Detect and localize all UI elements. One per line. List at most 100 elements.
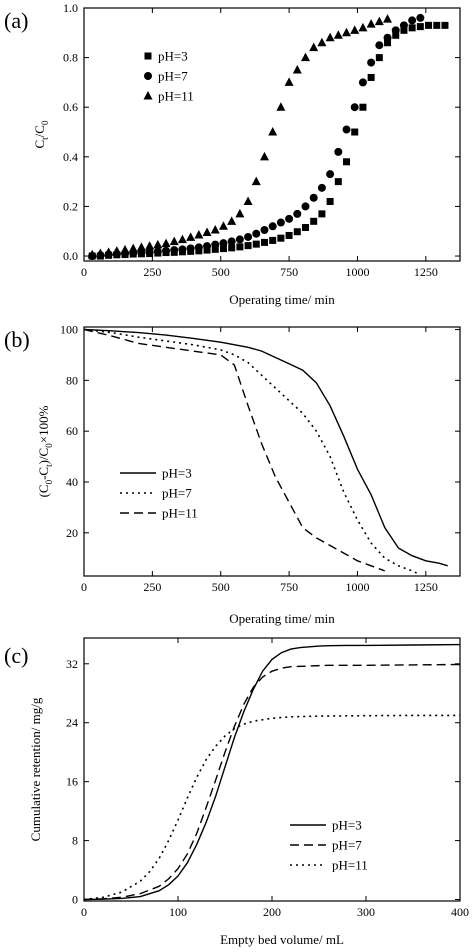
legend-entry-label: pH=11 xyxy=(162,506,198,521)
chart-panel-3: 0 100 200 300 400 0 8 16 24 32 (c) Empty bed volume… xyxy=(4,637,469,947)
y-tick-label: 0.4 xyxy=(63,150,78,164)
y-tick-label: 0.8 xyxy=(63,51,78,65)
data-point-ph7 xyxy=(260,225,269,234)
legend-entry-label: pH=11 xyxy=(332,858,368,873)
data-point-ph3 xyxy=(433,21,441,29)
data-point-ph11 xyxy=(350,25,360,34)
data-point-ph3 xyxy=(375,54,383,62)
data-point-ph11 xyxy=(161,238,171,248)
legend-marker-triangle xyxy=(143,91,153,100)
data-point-ph3 xyxy=(277,234,285,242)
y-axis-label: (C0-Ct)/C0×100% xyxy=(36,405,54,497)
data-point-ph3 xyxy=(293,228,301,236)
data-point-ph3 xyxy=(310,217,318,225)
y-axis-label-subscript: 0 xyxy=(44,479,54,484)
legend-entry-label: pH=7 xyxy=(332,838,362,853)
data-point-ph11 xyxy=(95,248,105,258)
data-point-ph7 xyxy=(194,243,203,252)
data-point-ph11 xyxy=(87,249,97,259)
data-point-ph3 xyxy=(359,103,367,111)
x-tick-label: 400 xyxy=(451,905,469,919)
series-line-2 xyxy=(84,663,460,901)
data-point-ph7 xyxy=(268,222,277,231)
data-point-ph11 xyxy=(259,151,269,161)
data-point-ph7 xyxy=(326,170,335,179)
data-point-ph7 xyxy=(211,240,220,249)
data-point-ph7 xyxy=(153,247,162,256)
data-point-ph11 xyxy=(309,42,319,52)
y-tick-label: 100 xyxy=(60,323,78,337)
data-point-ph11 xyxy=(235,208,245,218)
plot-frame xyxy=(83,7,461,262)
data-point-ph3 xyxy=(269,236,277,244)
data-point-ph11 xyxy=(358,22,368,32)
y-axis-label-subscript: 0 xyxy=(44,443,54,448)
series-line-1 xyxy=(84,328,448,567)
y-tick-label: 0.0 xyxy=(63,249,78,263)
data-point-ph7 xyxy=(293,209,302,218)
data-point-ph11 xyxy=(145,241,155,250)
data-point-ph3 xyxy=(260,238,268,246)
x-tick-label: 1250 xyxy=(414,265,438,279)
data-area xyxy=(87,13,449,261)
x-tick-label: 300 xyxy=(357,905,375,919)
data-point-ph7 xyxy=(244,232,253,241)
legend-entry-label: pH=3 xyxy=(162,466,192,481)
y-axis-label-subscript: t xyxy=(44,464,54,467)
plot-frame xyxy=(83,637,461,902)
x-tick-label: 0 xyxy=(81,905,87,919)
legend-entry-label: pH=11 xyxy=(158,89,194,104)
data-point-ph7 xyxy=(162,246,171,255)
data-point-ph11 xyxy=(383,14,393,23)
data-point-ph11 xyxy=(251,176,261,186)
data-point-ph3 xyxy=(441,21,449,29)
x-axis-label: Operating time/ min xyxy=(229,292,335,307)
y-axis-label-part: /C xyxy=(32,125,47,137)
data-point-ph11 xyxy=(210,224,220,234)
y-axis-label-subscript: t xyxy=(40,137,50,140)
data-point-ph3 xyxy=(318,210,326,218)
y-tick-label: 60 xyxy=(66,424,78,438)
data-point-ph3 xyxy=(334,178,342,186)
x-tick-label: 100 xyxy=(169,905,187,919)
data-point-ph7 xyxy=(350,103,359,112)
data-point-ph7 xyxy=(252,229,261,238)
x-tick-label: 500 xyxy=(212,265,230,279)
data-point-ph3 xyxy=(236,243,244,251)
x-tick-label: 250 xyxy=(143,265,161,279)
legend-entry-label: pH=7 xyxy=(158,69,188,84)
data-point-ph3 xyxy=(244,242,252,250)
data-point-ph7 xyxy=(342,125,351,134)
data-point-ph11 xyxy=(325,32,335,42)
data-point-ph7 xyxy=(235,235,244,244)
y-axis-label: Ct/C0 xyxy=(32,120,50,148)
data-point-ph7 xyxy=(358,78,367,87)
legend-entry-label: pH=3 xyxy=(332,818,362,833)
data-point-ph7 xyxy=(178,245,187,254)
data-point-ph11 xyxy=(342,27,352,37)
data-point-ph11 xyxy=(194,229,204,239)
y-tick-label: 0.6 xyxy=(63,100,78,114)
series-line-2 xyxy=(84,328,418,575)
y-tick-label: 24 xyxy=(66,716,78,730)
y-tick-label: 0.2 xyxy=(63,199,78,213)
x-tick-label: 0 xyxy=(81,580,87,594)
data-point-ph11 xyxy=(218,221,228,230)
data-point-ph11 xyxy=(112,246,122,255)
x-tick-label: 750 xyxy=(280,265,298,279)
data-point-ph7 xyxy=(301,202,310,211)
data-area xyxy=(84,328,448,575)
x-axis-label: Empty bed volume/ mL xyxy=(220,932,344,947)
y-tick-label: 0 xyxy=(72,893,78,907)
data-point-ph7 xyxy=(203,242,212,251)
data-point-ph7 xyxy=(170,246,179,255)
series-line-3 xyxy=(84,714,460,901)
data-point-ph7 xyxy=(399,21,408,30)
data-point-ph11 xyxy=(186,232,196,241)
series-line-3 xyxy=(84,328,386,572)
y-axis-label-part: -C xyxy=(36,467,51,480)
data-point-ph11 xyxy=(104,247,114,256)
y-axis-label-subscript: 0 xyxy=(40,120,50,125)
data-area xyxy=(84,643,460,901)
data-point-ph11 xyxy=(317,37,327,47)
